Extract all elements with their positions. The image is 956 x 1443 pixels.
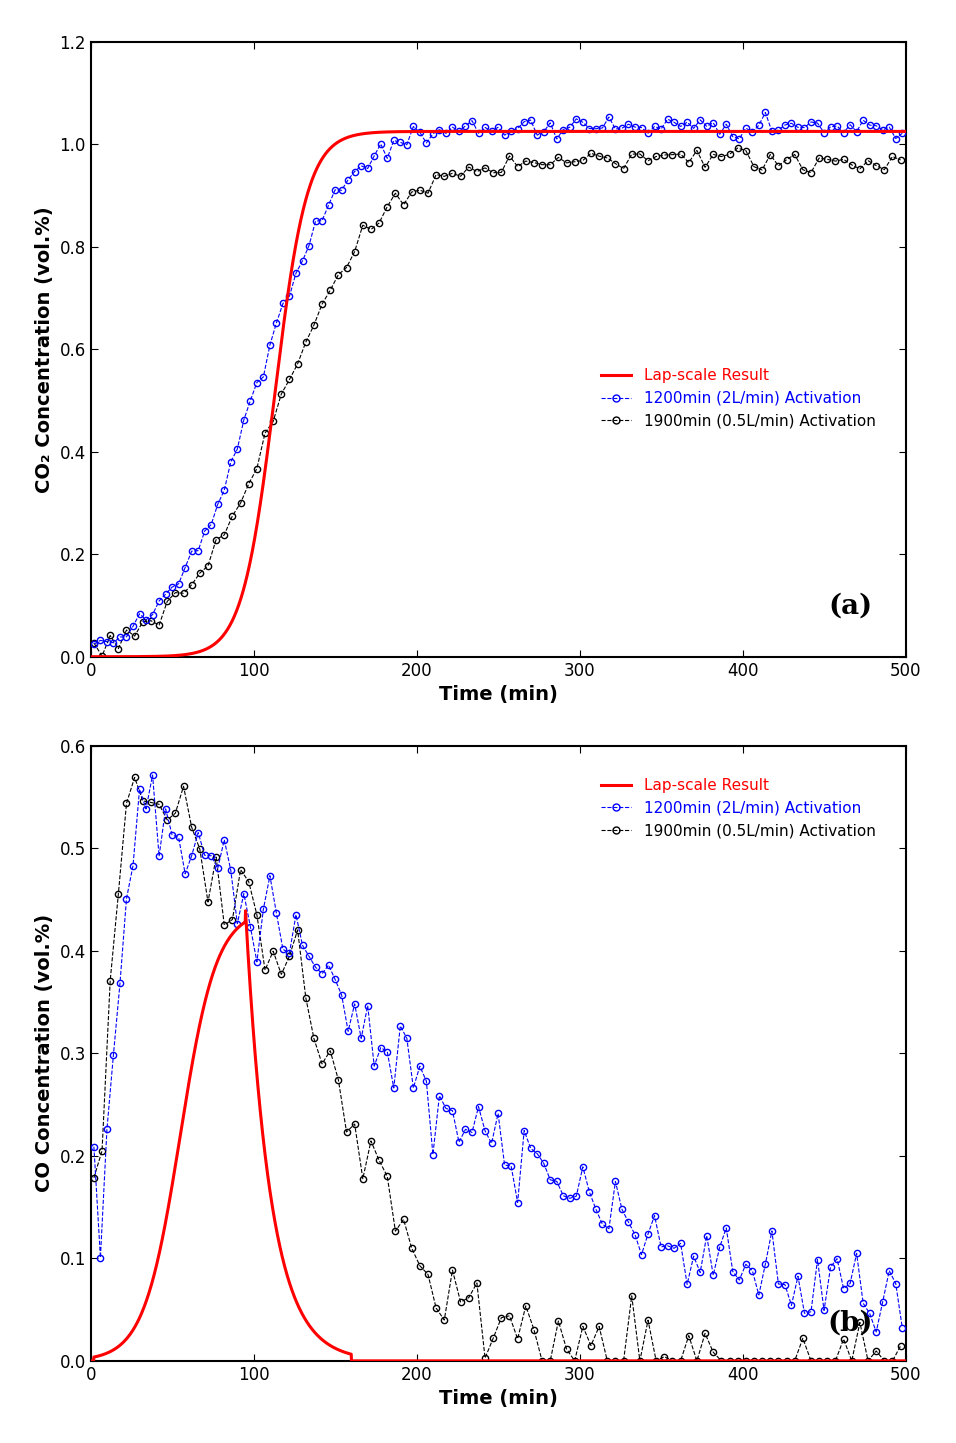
Y-axis label: CO Concentration (vol.%): CO Concentration (vol.%) [34,915,54,1192]
Legend: Lap-scale Result, 1200min (2L/min) Activation, 1900min (0.5L/min) Activation: Lap-scale Result, 1200min (2L/min) Activ… [595,772,881,844]
Text: (b): (b) [828,1309,873,1336]
Text: (a): (a) [829,593,873,620]
Legend: Lap-scale Result, 1200min (2L/min) Activation, 1900min (0.5L/min) Activation: Lap-scale Result, 1200min (2L/min) Activ… [595,362,881,434]
X-axis label: Time (min): Time (min) [439,685,557,704]
X-axis label: Time (min): Time (min) [439,1390,557,1408]
Y-axis label: CO₂ Concentration (vol.%): CO₂ Concentration (vol.%) [34,206,54,492]
